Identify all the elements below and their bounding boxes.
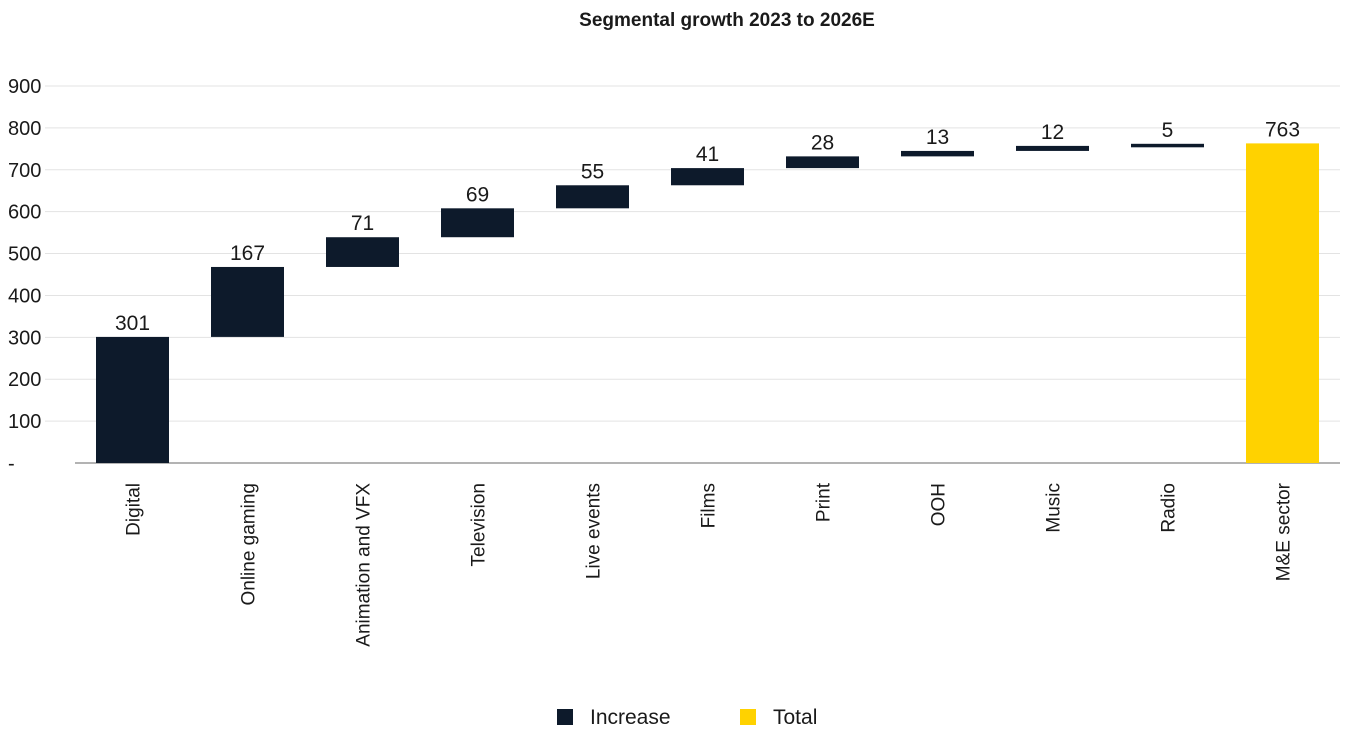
y-tick-label: 700 xyxy=(8,160,41,182)
y-tick-label: - xyxy=(8,453,15,475)
y-tick-label: 600 xyxy=(8,202,41,224)
y-tick-label: 800 xyxy=(8,118,41,140)
x-tick-label: Digital xyxy=(124,483,145,536)
bar-0 xyxy=(96,336,169,463)
bar-8 xyxy=(1016,145,1089,151)
y-tick-label: 500 xyxy=(8,244,41,266)
bar-6 xyxy=(786,156,859,169)
x-tick-label: Television xyxy=(469,483,490,566)
data-label: 69 xyxy=(466,183,489,206)
bar-2 xyxy=(326,237,399,267)
data-label: 12 xyxy=(1041,121,1064,144)
legend-swatch-increase xyxy=(557,709,573,725)
bars xyxy=(96,143,1319,464)
bar-1 xyxy=(211,266,284,337)
y-tick-label: 300 xyxy=(8,327,41,349)
data-label: 167 xyxy=(230,242,265,265)
y-axis: - 100 200 300 400 500 600 700 800 900 xyxy=(8,76,41,475)
bar-10 xyxy=(1246,143,1319,464)
data-label: 13 xyxy=(926,126,949,149)
data-label: 71 xyxy=(351,212,374,235)
data-label: 301 xyxy=(115,312,150,335)
legend-swatch-total xyxy=(740,709,756,725)
y-tick-label: 200 xyxy=(8,369,41,391)
bar-3 xyxy=(441,208,514,238)
y-tick-label: 100 xyxy=(8,411,41,433)
y-tick-label: 400 xyxy=(8,285,41,307)
legend-label-total: Total xyxy=(773,706,817,729)
y-tick-label: 900 xyxy=(8,76,41,98)
data-label: 5 xyxy=(1162,119,1174,142)
x-tick-label: Online gaming xyxy=(239,483,260,606)
data-label: 763 xyxy=(1265,118,1300,141)
data-label: 55 xyxy=(581,160,604,183)
data-label: 28 xyxy=(811,131,834,154)
x-tick-label: Radio xyxy=(1159,483,1180,533)
bar-5 xyxy=(671,168,744,186)
x-tick-label: Live events xyxy=(584,483,605,579)
legend: Increase Total xyxy=(557,706,817,729)
bar-4 xyxy=(556,185,629,209)
x-tick-label: Music xyxy=(1044,483,1065,533)
x-tick-label: Print xyxy=(814,482,835,522)
chart-title: Segmental growth 2023 to 2026E xyxy=(579,10,875,31)
bar-9 xyxy=(1131,143,1204,148)
x-tick-label: OOH xyxy=(929,483,950,526)
bar-7 xyxy=(901,150,974,157)
x-tick-label: Animation and VFX xyxy=(354,483,375,647)
data-label: 41 xyxy=(696,143,719,166)
x-tick-label: Films xyxy=(699,483,720,528)
x-tick-label: M&E sector xyxy=(1274,482,1295,581)
data-labels: 301 167 71 69 55 41 28 13 12 5 763 xyxy=(115,118,1300,335)
legend-label-increase: Increase xyxy=(590,706,671,729)
x-axis: Digital Online gaming Animation and VFX Tel… xyxy=(124,482,1295,646)
